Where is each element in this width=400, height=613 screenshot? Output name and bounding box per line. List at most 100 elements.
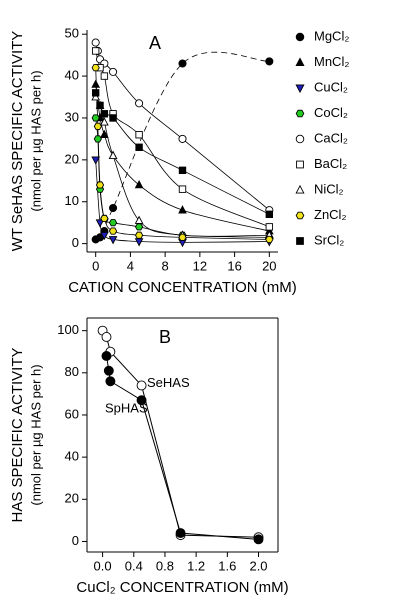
marker: [295, 57, 305, 66]
panel-label: A: [149, 33, 161, 53]
y-axis-title: WT SeHAS SPECIFIC ACTIVITY: [9, 31, 26, 252]
marker: [134, 180, 144, 189]
marker: [101, 332, 112, 342]
marker: [91, 89, 100, 97]
marker: [91, 156, 101, 165]
marker: [295, 84, 305, 94]
marker: [108, 219, 118, 227]
x-tick-label: 0: [92, 258, 99, 273]
x-tick-label: 16: [227, 258, 241, 273]
y-axis-title: (nmol per µg HAS per h): [28, 364, 43, 505]
marker: [95, 181, 105, 189]
marker: [109, 114, 117, 122]
marker: [253, 534, 264, 545]
marker: [178, 134, 187, 143]
x-axis-title: CATION CONCENTRATION (mM): [68, 279, 297, 296]
marker: [265, 235, 274, 244]
marker: [91, 64, 100, 72]
marker: [134, 215, 144, 224]
marker: [108, 236, 118, 245]
marker: [101, 350, 112, 361]
panel-label: B: [159, 327, 171, 347]
fit-curve: [95, 67, 270, 240]
y-axis-title: HAS SPECIFIC ACTIVITY: [9, 347, 26, 522]
x-tick-label: 20: [262, 258, 276, 273]
marker: [95, 219, 105, 228]
marker: [178, 166, 187, 175]
marker: [265, 223, 274, 231]
marker: [295, 184, 305, 194]
series-label: SpHAS: [105, 401, 148, 416]
legend-label: NiCl₂: [314, 181, 344, 196]
y-tick-label: 10: [65, 193, 79, 208]
y-tick-label: 80: [65, 364, 79, 379]
marker: [108, 150, 118, 159]
series-line: [102, 330, 259, 538]
marker: [178, 205, 187, 214]
marker: [103, 365, 114, 376]
y-tick-label: 0: [72, 533, 79, 548]
x-tick-label: 1.6: [218, 558, 236, 573]
legend-label: MgCl₂: [314, 28, 349, 43]
marker: [100, 110, 109, 118]
marker: [136, 395, 147, 406]
marker: [91, 79, 101, 88]
marker: [134, 223, 144, 231]
legend-label: CoCl₂: [314, 105, 348, 120]
y-tick-label: 60: [65, 406, 79, 421]
marker: [175, 528, 186, 538]
legend-label: CaCl₂: [314, 130, 348, 145]
y-tick-label: 0: [72, 235, 79, 250]
marker: [100, 72, 109, 80]
x-tick-label: 0.0: [94, 558, 112, 573]
marker: [93, 122, 102, 130]
marker: [91, 38, 100, 47]
marker: [105, 376, 116, 387]
marker: [295, 211, 305, 220]
legend-label: BaCl₂: [314, 156, 347, 171]
marker: [135, 131, 143, 139]
marker: [100, 214, 109, 223]
y-tick-label: 40: [65, 449, 79, 464]
x-tick-label: 1.2: [187, 558, 205, 573]
marker: [91, 47, 100, 55]
marker: [135, 99, 144, 108]
x-tick-label: 0.4: [125, 558, 143, 573]
marker: [135, 143, 143, 151]
fit-curve: [95, 42, 270, 211]
marker: [178, 185, 187, 193]
marker: [108, 227, 118, 235]
x-tick-label: 12: [193, 258, 207, 273]
marker: [178, 59, 187, 68]
x-axis-title: CuCl₂ CONCENTRATION (mM): [76, 579, 288, 596]
series-label: SeHAS: [147, 375, 190, 390]
marker: [265, 210, 274, 218]
y-tick-label: 30: [65, 109, 79, 124]
marker: [93, 135, 102, 143]
marker: [136, 380, 147, 391]
marker: [108, 67, 118, 76]
marker: [295, 134, 305, 144]
x-tick-label: 2.0: [249, 558, 267, 573]
marker: [96, 101, 104, 110]
marker: [265, 57, 274, 66]
marker: [295, 109, 305, 118]
fit-curve: [95, 92, 270, 215]
y-tick-label: 40: [65, 68, 79, 83]
legend-label: SrCl₂: [314, 232, 344, 247]
marker: [100, 231, 109, 241]
marker: [295, 32, 305, 42]
marker: [296, 160, 304, 169]
marker: [100, 129, 109, 139]
y-axis-title: (nmol per µg HAS per h): [28, 70, 43, 211]
x-tick-label: 8: [162, 258, 169, 273]
legend-label: ZnCl₂: [314, 207, 347, 222]
y-tick-label: 100: [57, 322, 79, 337]
marker: [296, 237, 304, 245]
x-tick-label: 4: [127, 258, 134, 273]
marker: [108, 203, 118, 213]
marker: [91, 114, 100, 122]
marker: [134, 231, 144, 239]
marker: [178, 233, 187, 241]
